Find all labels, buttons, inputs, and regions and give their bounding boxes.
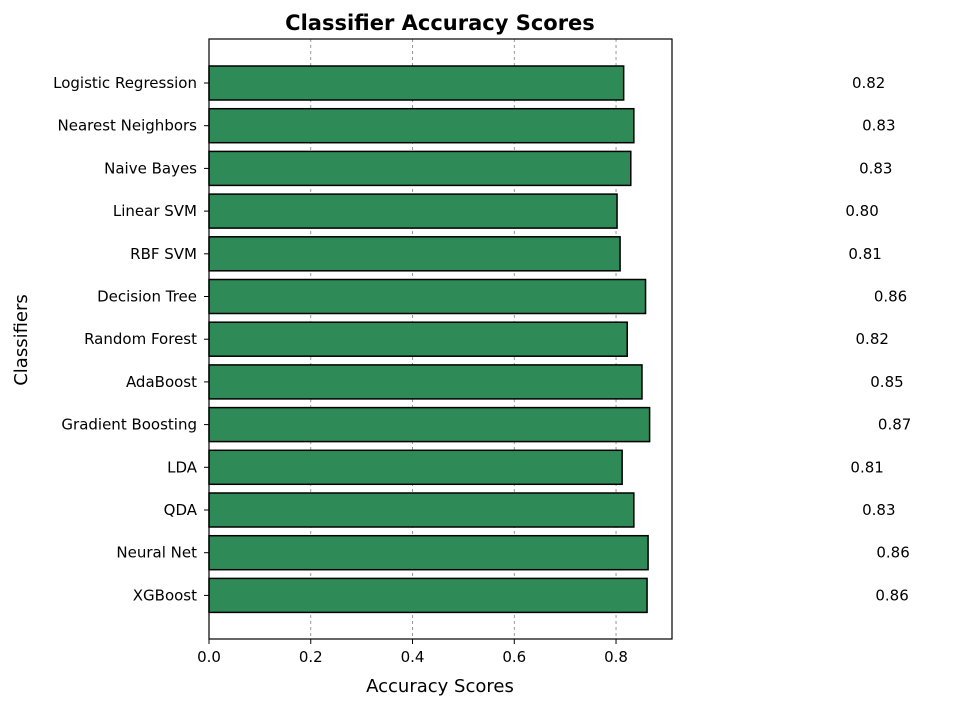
x-tick-label: 0.8 [604,648,628,666]
y-axis-label: Classifiers [11,294,32,386]
bar [208,65,625,101]
y-tick-label: Linear SVM [113,202,197,220]
bar [208,577,648,614]
x-tick-labels: 0.0 0.2 0.4 0.6 0.8 [197,639,628,666]
y-tick-label: Decision Tree [97,288,197,306]
value-label: 0.87 [878,416,911,434]
bar [208,150,632,187]
bar [208,193,618,229]
x-tick-label: 0.4 [401,648,425,666]
bar [208,492,635,528]
bar [208,534,649,571]
plot-frame [208,38,673,640]
x-tick-label: 0.2 [299,648,323,666]
value-labels: 0.82 0.83 0.83 0.80 0.81 0.86 0.82 0.85 0.87 0.81… [845,74,911,604]
value-label: 0.85 [870,373,903,391]
y-tick-labels: Logistic Regression Nearest Neighbors Naiv… [53,74,209,604]
value-label: 0.86 [874,288,907,306]
x-tick-label: 0.0 [197,648,221,666]
value-label: 0.81 [848,245,881,263]
y-tick-label: XGBoost [133,586,197,604]
y-tick-label: Logistic Regression [53,74,197,92]
bar [208,321,628,357]
value-label: 0.86 [876,544,909,562]
bar [208,406,651,443]
y-tick-label: AdaBoost [126,373,197,391]
x-axis-label: Accuracy Scores [366,676,514,697]
y-tick-label: Naive Bayes [104,159,197,177]
bar [208,364,643,400]
bar [208,107,635,144]
value-label: 0.82 [852,74,885,92]
chart-title: Classifier Accuracy Scores [285,11,595,35]
value-label: 0.86 [875,586,908,604]
value-label: 0.83 [862,501,895,519]
bar [208,236,621,272]
y-tick-label: Gradient Boosting [61,416,197,434]
bar [208,278,647,315]
y-tick-label: QDA [164,501,198,519]
y-tick-label: Nearest Neighbors [58,117,198,135]
y-tick-label: LDA [167,458,198,476]
bars [208,65,651,614]
y-tick-label: Random Forest [84,330,197,348]
value-label: 0.82 [856,330,889,348]
value-label: 0.81 [850,458,883,476]
value-label: 0.83 [859,159,892,177]
y-tick-label: Neural Net [116,544,197,562]
value-label: 0.83 [862,117,895,135]
bar [208,449,623,486]
value-label: 0.80 [845,202,878,220]
y-tick-label: RBF SVM [130,245,197,263]
x-tick-label: 0.6 [502,648,526,666]
